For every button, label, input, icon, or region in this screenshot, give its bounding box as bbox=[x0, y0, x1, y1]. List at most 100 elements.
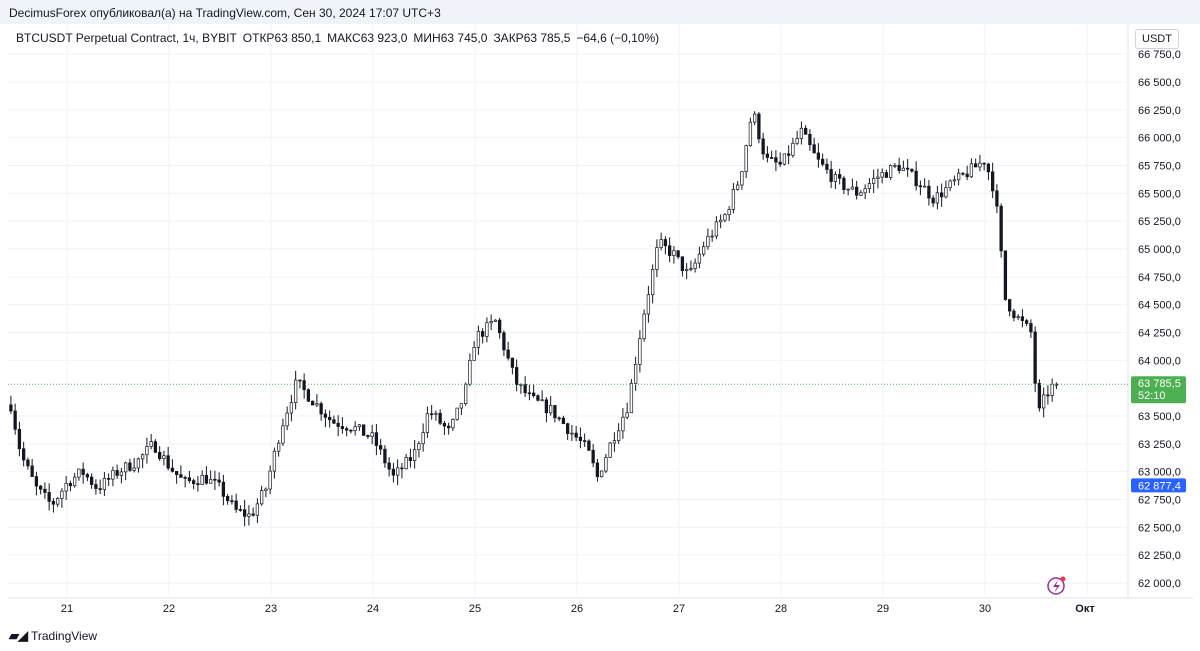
price-marker-label: 62 877,4 bbox=[1138, 480, 1181, 492]
y-tick-label: 63 500,0 bbox=[1138, 411, 1181, 423]
candle-body bbox=[842, 177, 846, 190]
candle-body bbox=[629, 382, 634, 414]
candle-body bbox=[447, 425, 451, 429]
candle-body bbox=[880, 172, 884, 178]
candle-body bbox=[1050, 383, 1054, 396]
candle-body bbox=[226, 496, 230, 502]
candle-body bbox=[829, 169, 833, 182]
low-value: 63 745,0 bbox=[440, 31, 488, 45]
candle-body bbox=[990, 171, 995, 192]
candle-body bbox=[1007, 299, 1012, 312]
candle-body bbox=[795, 138, 799, 144]
candle-body bbox=[748, 121, 753, 147]
candle-body bbox=[213, 478, 217, 481]
candle-body bbox=[523, 384, 527, 394]
candle-body bbox=[625, 412, 629, 418]
lightning-icon[interactable] bbox=[1047, 576, 1066, 595]
candle-body bbox=[918, 185, 923, 188]
candle-body bbox=[531, 392, 536, 397]
open-value: 63 850,1 bbox=[274, 31, 322, 45]
candle-body bbox=[901, 167, 906, 171]
chart-area[interactable] bbox=[8, 24, 1193, 622]
candle-body bbox=[825, 163, 829, 170]
candle-body bbox=[536, 395, 540, 401]
candle-body bbox=[876, 176, 880, 179]
candle-body bbox=[9, 404, 13, 412]
time-axis[interactable]: 21 22 23 24 25 26 27 28 29 30 Окт bbox=[61, 603, 1095, 615]
y-tick-label: 65 500,0 bbox=[1138, 188, 1181, 200]
candle-body bbox=[723, 214, 727, 221]
price-axis[interactable]: 66 750,0 66 500,0 66 250,0 66 000,0 65 750,0… bbox=[1131, 49, 1186, 590]
symbol-label[interactable]: BTCUSDT Perpetual Contract, 1ч, BYBIT bbox=[16, 31, 237, 45]
candle-body bbox=[905, 167, 910, 170]
x-tick-label: 27 bbox=[673, 603, 685, 615]
candle-body bbox=[145, 446, 149, 456]
candle-body bbox=[761, 138, 765, 155]
candle-body bbox=[234, 500, 238, 510]
candle-body bbox=[1024, 320, 1029, 324]
tradingview-brand[interactable]: ▰◢ TradingView bbox=[9, 628, 97, 644]
candle-body bbox=[247, 513, 251, 517]
candle-body bbox=[922, 185, 927, 188]
x-tick-label: 26 bbox=[571, 603, 583, 615]
candle-body bbox=[123, 462, 128, 473]
candle-body bbox=[693, 262, 697, 269]
y-tick-label: 62 250,0 bbox=[1138, 550, 1181, 562]
candle-body bbox=[582, 440, 587, 442]
candle-body bbox=[81, 468, 85, 475]
candle-body bbox=[345, 428, 349, 431]
candle-body bbox=[238, 509, 243, 511]
candle-body bbox=[710, 235, 714, 238]
y-tick-label: 62 000,0 bbox=[1138, 578, 1181, 590]
candle-body bbox=[969, 163, 974, 178]
candle-body bbox=[727, 209, 731, 216]
candle-body bbox=[659, 239, 663, 248]
candle-body bbox=[638, 338, 642, 365]
candle-body bbox=[434, 412, 438, 415]
candle-body bbox=[383, 448, 387, 464]
y-tick-label: 65 000,0 bbox=[1138, 244, 1181, 256]
ohlc-legend: BTCUSDT Perpetual Contract, 1ч, BYBIT ОТ… bbox=[16, 31, 659, 45]
candle-body bbox=[973, 163, 978, 168]
candle-body bbox=[1020, 316, 1025, 321]
close-label: ЗАКР bbox=[493, 31, 524, 45]
candle-body bbox=[400, 467, 404, 470]
candle-body bbox=[485, 322, 489, 337]
candle-body bbox=[111, 470, 115, 480]
candle-body bbox=[421, 432, 425, 445]
candle-body bbox=[544, 399, 549, 414]
candle-body bbox=[22, 448, 26, 461]
candle-body bbox=[595, 462, 600, 478]
candle-body bbox=[897, 164, 901, 171]
candle-body bbox=[914, 170, 918, 187]
candle-body bbox=[417, 443, 421, 450]
candle-body bbox=[939, 192, 944, 198]
candle-body bbox=[565, 423, 570, 434]
price-lines bbox=[8, 383, 1128, 595]
x-tick-label: 21 bbox=[61, 603, 73, 615]
candle-body bbox=[204, 474, 209, 484]
candle-body bbox=[782, 153, 787, 165]
y-tick-label: 64 250,0 bbox=[1138, 328, 1181, 340]
candle-body bbox=[502, 332, 506, 351]
countdown-label: 52:10 bbox=[1138, 390, 1166, 402]
candle-body bbox=[77, 468, 81, 478]
currency-button[interactable]: USDT bbox=[1135, 29, 1179, 49]
candle-body bbox=[714, 221, 719, 237]
candle-body bbox=[689, 268, 693, 270]
candle-body bbox=[519, 384, 523, 386]
candle-body bbox=[799, 127, 804, 139]
candle-body bbox=[956, 172, 961, 181]
candle-body bbox=[17, 428, 22, 450]
candle-body bbox=[961, 172, 965, 175]
candle-body bbox=[315, 403, 319, 406]
candle-body bbox=[442, 422, 447, 427]
candle-body bbox=[425, 413, 430, 433]
footer bbox=[0, 622, 1200, 651]
candle-body bbox=[277, 442, 281, 452]
high-label: МАКС bbox=[327, 31, 361, 45]
candle-body bbox=[166, 455, 170, 469]
candle-body bbox=[927, 185, 931, 199]
candle-body bbox=[774, 157, 778, 163]
